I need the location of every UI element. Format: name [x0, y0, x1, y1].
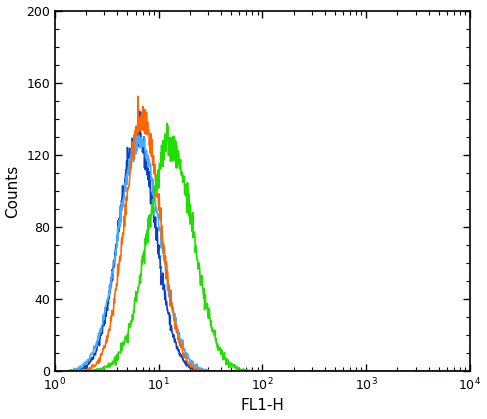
X-axis label: FL1-H: FL1-H: [241, 398, 284, 414]
Y-axis label: Counts: Counts: [5, 164, 20, 217]
